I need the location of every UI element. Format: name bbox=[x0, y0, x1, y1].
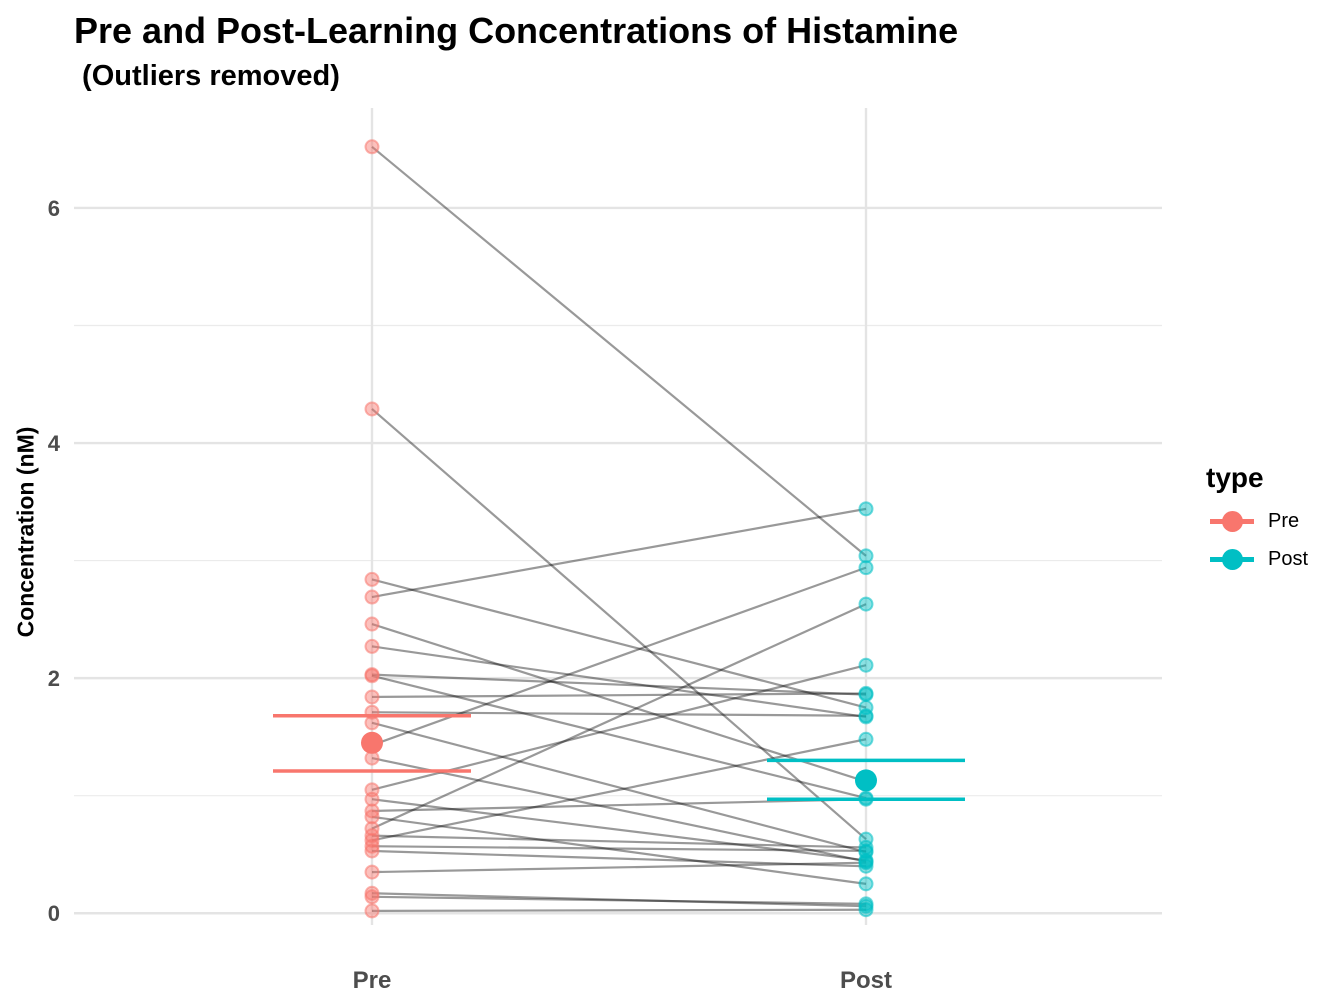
pair-line bbox=[371, 798, 867, 813]
chart-title: Pre and Post-Learning Concentrations of … bbox=[74, 10, 959, 51]
y-tick-label: 6 bbox=[48, 196, 60, 221]
data-point-pre bbox=[364, 401, 380, 417]
data-point-pre bbox=[364, 715, 380, 731]
pair-line bbox=[371, 711, 867, 717]
pair-line bbox=[371, 603, 867, 830]
pair-line bbox=[371, 673, 867, 696]
data-point-post bbox=[858, 731, 874, 747]
legend-item-pre: Pre bbox=[1206, 502, 1308, 540]
pair-line bbox=[371, 834, 867, 849]
data-point-pre bbox=[364, 791, 380, 807]
mean-point-pre bbox=[361, 731, 383, 754]
pair-line bbox=[371, 798, 867, 862]
legend-key-post bbox=[1206, 540, 1258, 578]
legend-item-post: Post bbox=[1206, 540, 1308, 578]
legend-label-pre: Pre bbox=[1268, 509, 1300, 532]
legend: type Pre Post bbox=[1206, 462, 1308, 578]
legend-key-pre bbox=[1206, 502, 1258, 540]
data-point-pre bbox=[364, 571, 380, 587]
pair-line bbox=[371, 861, 867, 874]
pair-line bbox=[371, 507, 867, 599]
pair-line bbox=[371, 578, 867, 709]
pair-line bbox=[371, 645, 867, 719]
data-point-pre bbox=[364, 809, 380, 825]
data-point-post bbox=[858, 855, 874, 871]
pair-line bbox=[371, 692, 867, 699]
pair-line bbox=[371, 892, 867, 908]
pair-line bbox=[371, 756, 867, 863]
pair-line bbox=[371, 674, 867, 800]
pair-line bbox=[371, 408, 867, 841]
legend-key-post-dot bbox=[1222, 549, 1243, 570]
legend-label-post: Post bbox=[1268, 547, 1309, 570]
data-point-post bbox=[858, 596, 874, 612]
y-tick-label: 4 bbox=[48, 431, 61, 456]
data-point-post bbox=[858, 685, 874, 701]
pair-line bbox=[371, 738, 867, 842]
legend-title: type bbox=[1206, 462, 1264, 493]
data-point-post bbox=[858, 843, 874, 859]
legend-key-pre-dot bbox=[1222, 511, 1243, 532]
pair-line bbox=[371, 895, 867, 905]
data-point-post bbox=[858, 560, 874, 576]
data-point-pre bbox=[364, 838, 380, 854]
data-point-pre bbox=[364, 616, 380, 632]
data-point-pre bbox=[364, 903, 380, 919]
y-tick-label: 0 bbox=[48, 901, 60, 926]
x-tick-label-pre: Pre bbox=[353, 967, 392, 994]
data-point-post bbox=[858, 902, 874, 918]
pair-line bbox=[371, 908, 867, 912]
data-point-pre bbox=[364, 139, 380, 155]
data-point-pre bbox=[364, 638, 380, 654]
pair-line bbox=[371, 849, 867, 868]
y-tick-label: 2 bbox=[48, 666, 60, 691]
data-point-post bbox=[858, 501, 874, 517]
data-point-post bbox=[858, 657, 874, 673]
data-point-pre bbox=[364, 589, 380, 605]
mean-point-post bbox=[855, 769, 877, 792]
pair-line bbox=[371, 145, 867, 557]
pair-line bbox=[371, 664, 867, 791]
pair-line bbox=[371, 721, 867, 854]
data-point-post bbox=[858, 708, 874, 724]
pair-line bbox=[371, 623, 867, 783]
data-point-pre bbox=[364, 889, 380, 905]
chart-subtitle: (Outliers removed) bbox=[74, 60, 340, 92]
data-point-pre bbox=[364, 668, 380, 684]
data-point-pre bbox=[364, 843, 380, 859]
x-tick-label-post: Post bbox=[840, 967, 892, 994]
data-point-pre bbox=[364, 689, 380, 705]
pair-line bbox=[371, 845, 867, 853]
pair-line bbox=[371, 815, 867, 885]
data-point-post bbox=[858, 548, 874, 564]
data-point-pre bbox=[364, 828, 380, 844]
data-point-pre bbox=[364, 864, 380, 880]
data-point-post bbox=[858, 876, 874, 892]
